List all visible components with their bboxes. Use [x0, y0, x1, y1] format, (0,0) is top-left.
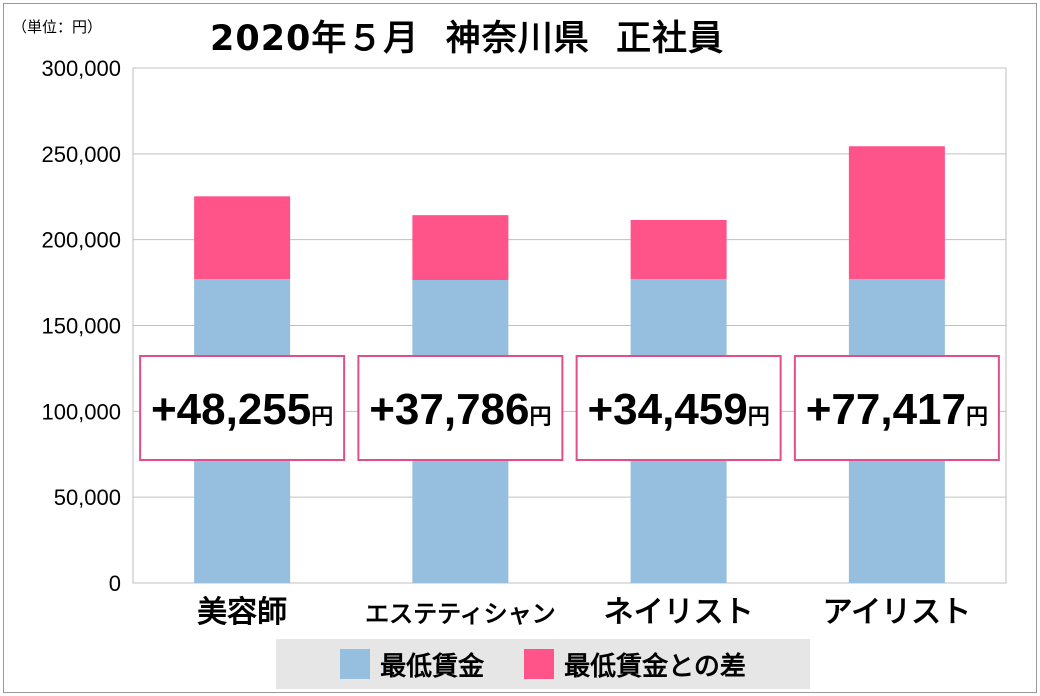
- y-tick-label: 250,000: [41, 142, 121, 167]
- bar-difference: [630, 219, 727, 280]
- unit-label: （単位：円）: [12, 18, 103, 36]
- y-tick-label: 100,000: [41, 399, 121, 424]
- data-label-box: [139, 355, 346, 461]
- x-tick-label: 美容師: [197, 595, 287, 630]
- legend-swatch-min-wage: [340, 649, 371, 679]
- y-tick-label: 150,000: [41, 314, 121, 339]
- bar-difference: [848, 146, 945, 280]
- x-tick-label: アイリスト: [823, 595, 972, 630]
- y-tick-label: 200,000: [41, 228, 121, 253]
- x-tick-label: ネイリスト: [604, 595, 754, 630]
- legend-item-difference: 最低賃金との差: [524, 646, 746, 683]
- y-tick-label: 300,000: [41, 56, 121, 81]
- data-label-box: [793, 355, 1000, 461]
- y-tick-label: 0: [109, 571, 121, 596]
- legend-label-difference: 最低賃金との差: [564, 651, 746, 682]
- legend-item-min-wage: 最低賃金: [340, 646, 484, 683]
- data-label-box: [575, 355, 782, 461]
- legend-label-min-wage: 最低賃金: [380, 651, 485, 682]
- data-label: +37,786円: [369, 385, 551, 434]
- chart-title: 2020年５月 神奈川県 正社員: [210, 19, 725, 59]
- legend-swatch-difference: [524, 649, 555, 679]
- x-tick-label: エステティシャン: [365, 600, 556, 628]
- bar-difference: [194, 196, 291, 280]
- y-tick-label: 50,000: [54, 485, 121, 510]
- data-label: +77,417円: [806, 385, 988, 434]
- bar-difference: [412, 215, 509, 281]
- data-label: +48,255円: [151, 385, 333, 434]
- data-label-box: [357, 355, 564, 461]
- data-label: +34,459円: [587, 385, 769, 434]
- legend: 最低賃金 最低賃金との差: [276, 639, 810, 689]
